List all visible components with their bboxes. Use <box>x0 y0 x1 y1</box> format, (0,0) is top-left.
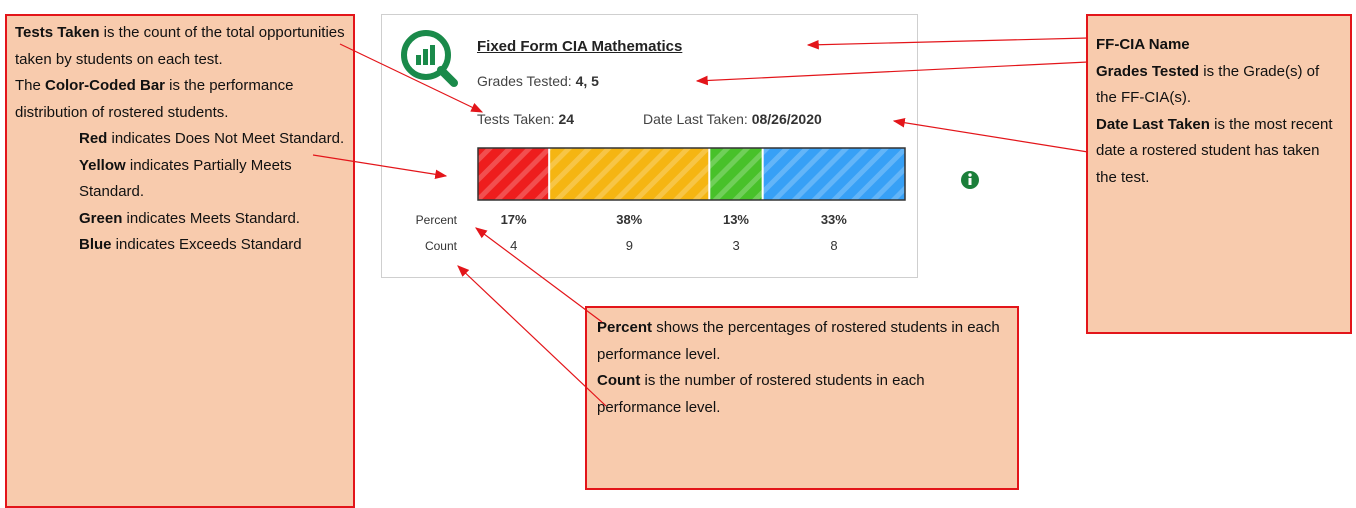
term: Grades Tested <box>1096 62 1200 80</box>
note-paragraph: Grades Tested is the Grade(s) of the FF-… <box>1096 59 1342 112</box>
term: Date Last Taken <box>1096 115 1210 133</box>
grades-label: Grades Tested: <box>477 73 572 89</box>
text: is the most recent date a rostered stude… <box>1096 115 1333 186</box>
note-paragraph: FF-CIA Name <box>1096 32 1342 59</box>
note-middle: Percent shows the percentages of rostere… <box>585 306 1019 490</box>
text: shows the percentages of rostered studen… <box>597 319 1000 363</box>
count-value: 9 <box>625 238 633 253</box>
count-label: Count <box>424 239 457 253</box>
count-value: 4 <box>510 238 518 253</box>
note-paragraph: Green indicates Meets Standard. <box>79 206 345 233</box>
term: Green <box>79 209 123 227</box>
count-value: 8 <box>830 238 838 253</box>
note-paragraph: Count is the number of rostered students… <box>597 368 1007 421</box>
date-label: Date Last Taken: <box>643 111 748 127</box>
note-paragraph: Yellow indicates Partially Meets Standar… <box>79 153 345 206</box>
text: indicates Exceeds Standard <box>111 236 302 253</box>
bar-stripes <box>549 148 710 200</box>
bar-stripes <box>762 148 905 200</box>
text: indicates Meets Standard. <box>122 209 300 227</box>
grades: Grades Tested: 4, 5 <box>477 73 599 89</box>
note-paragraph: Red indicates Does Not Meet Standard. <box>79 126 345 153</box>
percent-value: 33% <box>820 212 847 227</box>
percent-value: 13% <box>722 212 749 227</box>
note-paragraph: Tests Taken is the count of the total op… <box>15 20 345 73</box>
date-value: 08/26/2020 <box>751 111 822 127</box>
note-right: FF-CIA Name Grades Tested is the Grade(s)… <box>1086 14 1352 334</box>
bar-stripes <box>709 148 763 200</box>
tests: Tests Taken: 24 <box>477 111 574 127</box>
tests-value: 24 <box>558 111 575 127</box>
test-title[interactable]: Fixed Form CIA Mathematics <box>477 38 683 55</box>
percent-value: 17% <box>500 212 527 227</box>
term: Tests Taken <box>15 24 100 41</box>
text: is the performance distribution of roste… <box>15 77 294 121</box>
text: indicates Partially Meets Standard. <box>79 156 292 201</box>
note-paragraph: Blue indicates Exceeds Standard <box>79 232 345 259</box>
test-card: Fixed Form CIA Mathematics Grades Tested… <box>381 14 918 278</box>
term: Blue <box>79 236 112 253</box>
term: Yellow <box>79 156 126 174</box>
term: Color-Coded Bar <box>45 77 166 94</box>
tests-label: Tests Taken: <box>477 111 555 127</box>
text: is the Grade(s) of the FF-CIA(s). <box>1096 62 1320 107</box>
note-paragraph: Percent shows the percentages of rostere… <box>597 315 1007 368</box>
bar-frame <box>477 147 906 201</box>
percent-label: Percent <box>415 213 457 227</box>
note-paragraph: Date Last Taken is the most recent date … <box>1096 112 1342 192</box>
term: FF-CIA Name <box>1096 36 1190 53</box>
note-paragraph: The Color-Coded Bar is the performance d… <box>15 73 345 126</box>
grades-value: 4, 5 <box>575 73 599 89</box>
term: Percent <box>597 319 653 336</box>
term: Count <box>597 372 641 389</box>
term: Red <box>79 130 108 147</box>
text: indicates Does Not Meet Standard. <box>107 130 345 147</box>
arrow <box>457 265 607 407</box>
percent-value: 38% <box>616 212 643 227</box>
date: Date Last Taken: 08/26/2020 <box>643 111 822 127</box>
distribution <box>477 147 906 201</box>
note-left: Tests Taken is the count of the total op… <box>5 14 355 508</box>
text: is the count of the total opportunities … <box>15 24 345 68</box>
text: The <box>15 77 46 94</box>
count-value: 3 <box>732 238 740 253</box>
info-icon[interactable] <box>958 168 1018 208</box>
text: is the number of rostered students in ea… <box>597 372 925 416</box>
arrow <box>892 117 1089 153</box>
bar-stripes <box>478 148 550 200</box>
